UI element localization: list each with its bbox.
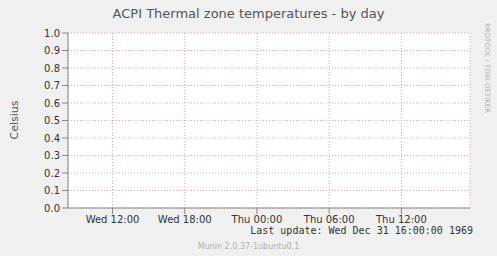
svg-text:0.3: 0.3 xyxy=(44,150,60,161)
html-text:RRDTOOL / TOBI OETIKER: RRDTOOL / TOBI OETIKER xyxy=(483,22,491,114)
svg-text:0.0: 0.0 xyxy=(44,203,60,214)
html-text:ACPI Thermal zone temperatures: ACPI Thermal zone temperatures - by day xyxy=(112,6,385,21)
svg-text:0.9: 0.9 xyxy=(44,45,60,56)
svg-text:Thu 12:00: Thu 12:00 xyxy=(375,214,427,225)
html-text:Last update: Wed Dec 31 16:00:: Last update: Wed Dec 31 16:00:00 1969 xyxy=(250,225,473,236)
html-text:Celsius: Celsius xyxy=(7,100,21,140)
svg-text:0.5: 0.5 xyxy=(44,115,60,126)
svg-text:0.6: 0.6 xyxy=(44,98,60,109)
svg-text:0.1: 0.1 xyxy=(44,185,60,196)
svg-text:0.7: 0.7 xyxy=(44,80,60,91)
svg-text:0.8: 0.8 xyxy=(44,63,60,74)
svg-text:Wed 12:00: Wed 12:00 xyxy=(86,214,140,225)
svg-text:0.2: 0.2 xyxy=(44,168,60,179)
html-text:Munin 2.0.37-1ubuntu0.1: Munin 2.0.37-1ubuntu0.1 xyxy=(197,242,300,251)
svg-text:Wed 18:00: Wed 18:00 xyxy=(158,214,212,225)
svg-text:Thu 00:00: Thu 00:00 xyxy=(231,214,283,225)
svg-text:0.4: 0.4 xyxy=(44,133,60,144)
svg-text:Thu 06:00: Thu 06:00 xyxy=(303,214,355,225)
svg-text:1.0: 1.0 xyxy=(44,28,60,39)
